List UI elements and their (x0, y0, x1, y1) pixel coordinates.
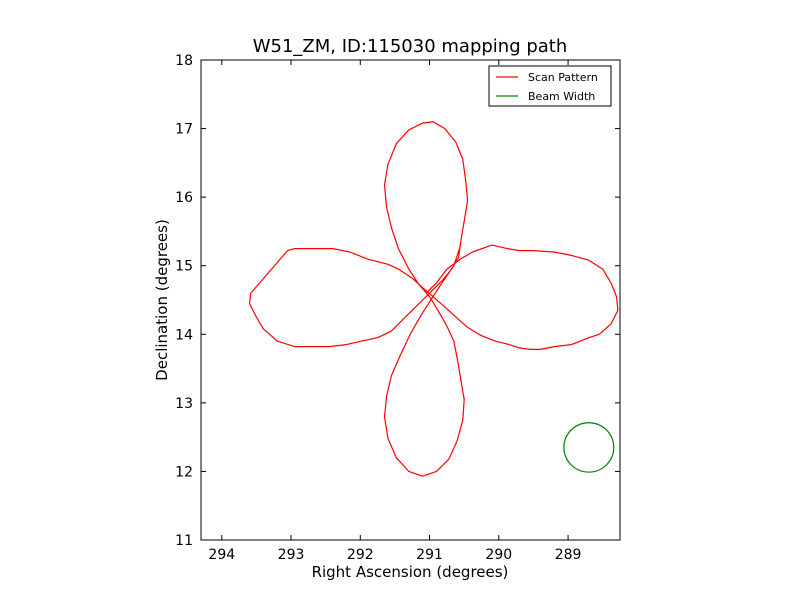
legend: Scan Pattern Beam Width (488, 65, 612, 107)
plot-area (248, 121, 619, 477)
x-tick-label: 289 (555, 547, 582, 563)
x-tick-label: 293 (278, 547, 305, 563)
plot-frame (200, 59, 621, 541)
x-tick-label: 294 (208, 547, 235, 563)
beam-width-circle (563, 422, 615, 473)
y-tick-label: 16 (175, 190, 193, 206)
chart-title: W51_ZM, ID:115030 mapping path (253, 36, 568, 57)
legend-label-scan-pattern: Scan Pattern (528, 71, 598, 84)
y-tick-label: 15 (175, 259, 193, 275)
y-tick-label: 11 (175, 533, 193, 549)
y-tick-label: 17 (175, 122, 193, 138)
legend-box (488, 65, 612, 107)
y-tick-label: 14 (175, 327, 193, 343)
y-tick-label: 12 (175, 464, 193, 480)
x-axis-label: Right Ascension (degrees) (312, 563, 509, 581)
x-tick-label: 291 (416, 547, 443, 563)
y-tick-label: 18 (175, 53, 193, 69)
axis-ticks: 294 293 292 291 290 289 11 12 13 14 15 16 17 18 (175, 53, 620, 563)
x-tick-label: 290 (485, 547, 512, 563)
y-axis-label: Declination (degrees) (153, 219, 171, 381)
x-tick-label: 292 (347, 547, 374, 563)
y-tick-label: 13 (175, 396, 193, 412)
legend-label-beam-width: Beam Width (528, 90, 595, 103)
scan-pattern-line (248, 121, 619, 477)
